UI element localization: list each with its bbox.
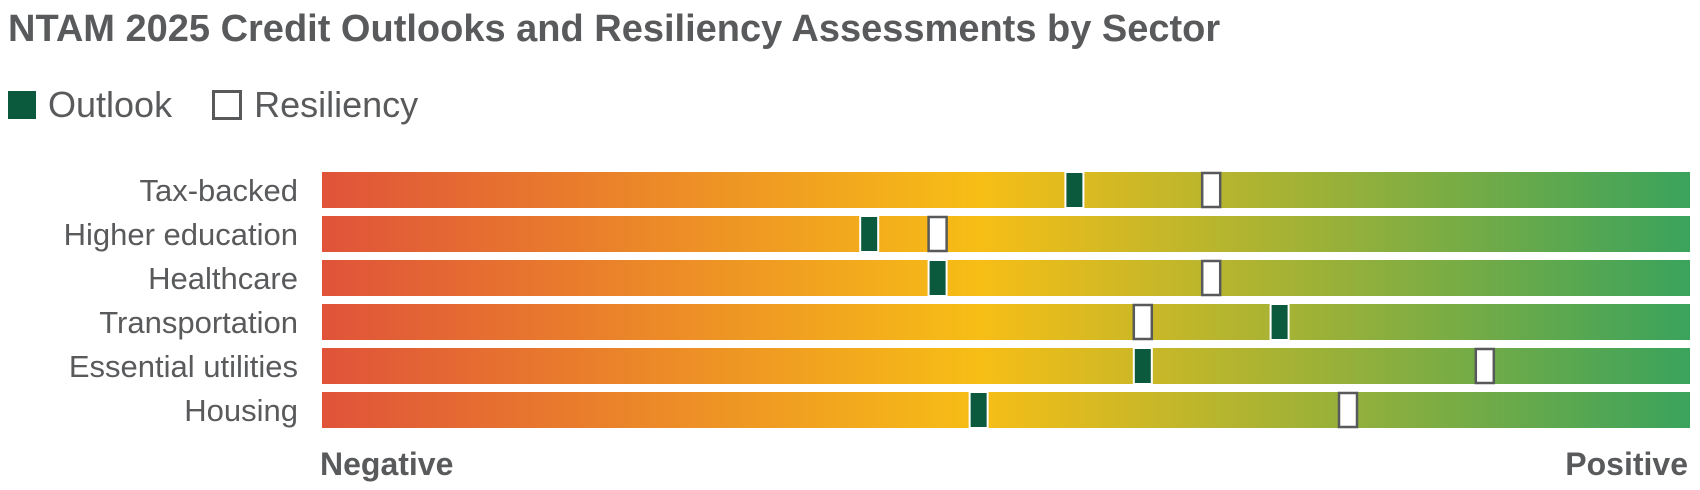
positive-label: Positive [1565, 446, 1688, 482]
scale-bar-transportation [322, 304, 1690, 340]
row-label-tax-backed: Tax-backed [139, 173, 298, 208]
outlook-marker-housing [970, 393, 987, 427]
legend-outlook-label: Outlook [48, 84, 173, 125]
resiliency-marker-healthcare [1200, 259, 1222, 297]
row-label-transportation: Transportation [99, 305, 298, 340]
scale-bar-tax-backed [322, 172, 1690, 208]
outlook-marker-essential-utilities [1134, 349, 1151, 383]
outlook-marker-transportation [1271, 305, 1288, 339]
negative-label: Negative [320, 446, 453, 482]
scale-bar-healthcare [322, 260, 1690, 296]
legend-resiliency-label: Resiliency [254, 84, 419, 125]
scale-bar-higher-education [322, 216, 1690, 252]
scale-bar-housing [322, 392, 1690, 428]
outlook-swatch-icon [8, 91, 36, 119]
legend: Outlook Resiliency [8, 84, 458, 126]
resiliency-swatch-icon [212, 90, 243, 120]
outlook-marker-higher-education [861, 217, 878, 251]
resiliency-marker-essential-utilities [1474, 347, 1496, 385]
row-label-higher-education: Higher education [64, 217, 298, 252]
legend-item-resiliency: Resiliency [212, 84, 418, 126]
chart-title: NTAM 2025 Credit Outlooks and Resiliency… [8, 8, 1221, 50]
resiliency-marker-housing [1337, 391, 1359, 429]
legend-item-outlook: Outlook [8, 84, 172, 126]
row-label-essential-utilities: Essential utilities [69, 349, 298, 384]
scale-bar-essential-utilities [322, 348, 1690, 384]
resiliency-marker-transportation [1132, 303, 1154, 341]
outlook-marker-healthcare [929, 261, 946, 295]
row-label-housing: Housing [184, 393, 298, 428]
outlook-marker-tax-backed [1066, 173, 1083, 207]
resiliency-marker-tax-backed [1200, 171, 1222, 209]
row-label-healthcare: Healthcare [148, 261, 298, 296]
resiliency-marker-higher-education [927, 215, 948, 253]
